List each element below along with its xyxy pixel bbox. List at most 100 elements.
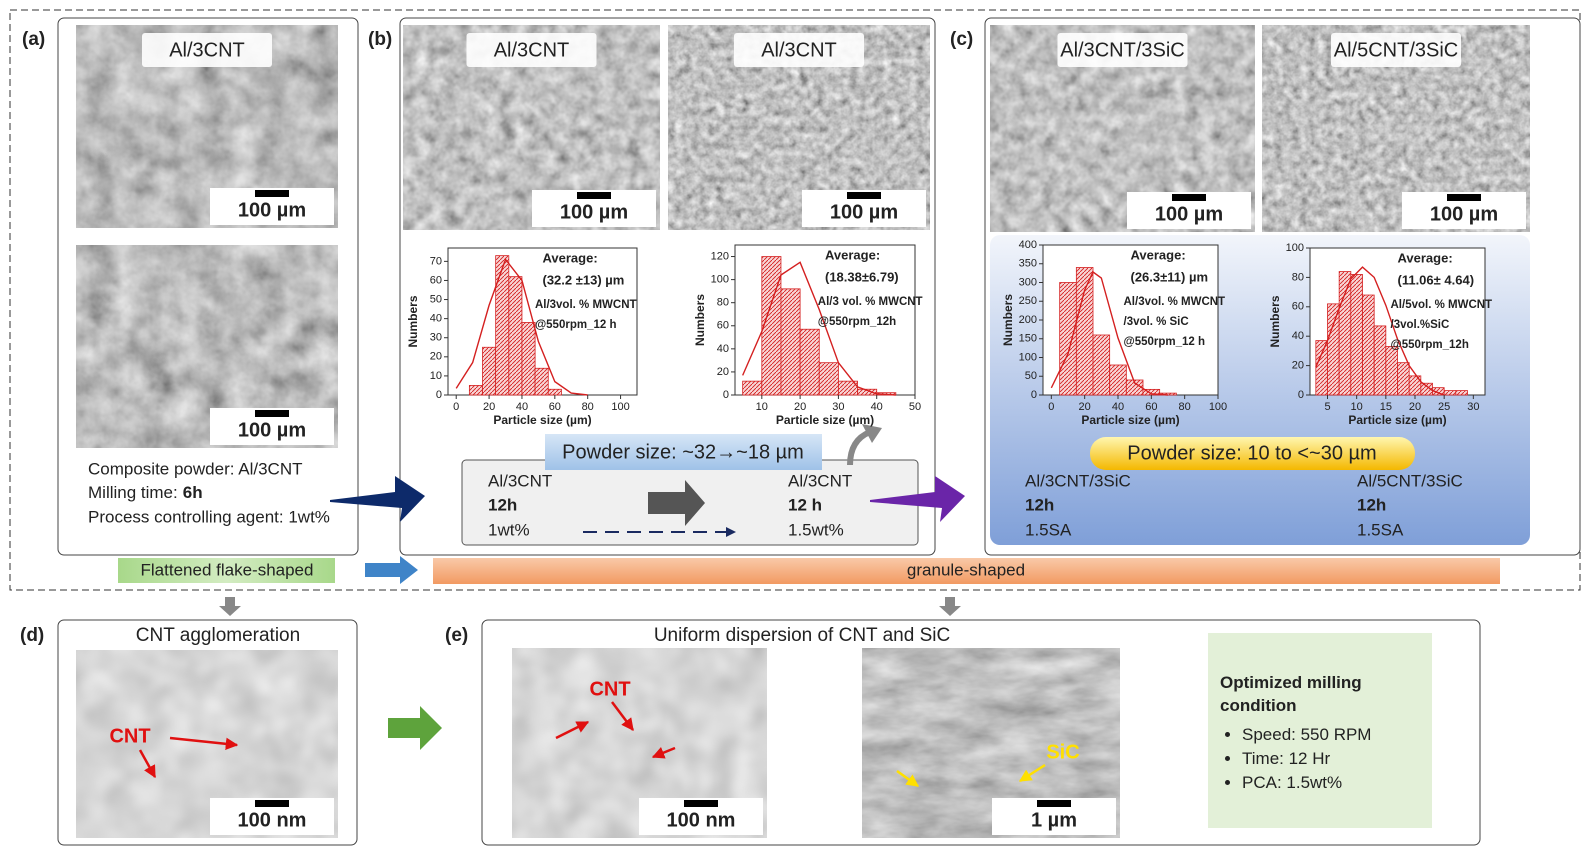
arrow [365,556,418,584]
bar [1397,362,1410,396]
y-tick-label: 80 [1292,271,1304,283]
optimized-list: Speed: 550 RPM Time: 12 Hr PCA: 1.5wt% [1220,723,1420,795]
image-title: Al/3CNT [494,39,570,61]
x-tick-label: 20 [794,401,806,413]
x-axis-label: Particle size (µm) [1348,413,1446,427]
y-axis-label: Numbers [1268,295,1282,347]
panel-title: CNT agglomeration [136,625,300,646]
panel-label: (c) [950,29,973,50]
image-title: Al/3CNT [169,39,245,61]
scale-bar [1037,800,1071,807]
bar [780,288,801,396]
fit-curve [1050,270,1169,396]
y-tick-label: 100 [1019,351,1037,363]
y-tick-label: 60 [717,320,729,332]
conditions: Al/3CNT 12h 1wt% Al/3CNT 12 h 1.5wt% Al/3CNT/3… [488,471,1463,539]
bar [1059,282,1077,396]
arrow [388,706,442,750]
panel-label: (e) [445,625,468,646]
y-tick-label: 30 [430,332,442,344]
panel-label: (a) [22,29,45,50]
y-tick-label: 50 [430,293,442,305]
scale-label: 100 µm [830,201,898,223]
bar [495,255,510,396]
pointer [651,746,676,759]
image-title: Al/3CNT [761,39,837,61]
y-tick-label: 80 [717,297,729,309]
y-axis-label: Numbers [406,295,420,347]
down-arrow [939,597,961,616]
bar [799,328,820,396]
pointer-arrows [138,701,1046,788]
bar [818,362,839,396]
annotation: @550rpm_12 h [1124,336,1206,348]
x-axis-label: Particle size (µm) [776,413,874,427]
condition: Al/3CNT/3SiC [1025,471,1131,490]
fit-curve [1315,266,1445,396]
x-tick-label: 80 [1179,401,1191,413]
image-title-box [142,33,272,67]
x-tick-label: 30 [1467,401,1479,413]
annotation: Average: [1131,247,1186,262]
annotation: Al/3 vol. % MWCNT [818,296,923,308]
condition: 1.5SA [1357,520,1404,539]
milling-time-value: 6h [183,483,203,502]
bar [534,367,549,396]
down-arrow [219,597,241,616]
x-tick-label: 25 [1438,401,1450,413]
x-tick-label: 50 [909,401,921,413]
sem-images: Al/3CNT 100 µm 100 µm Al/3CNT 100 µm Al/3CNT 1… [76,25,1530,838]
image-title: Al/5CNT/3SiC [1334,39,1458,61]
pointer [555,720,590,740]
optimized-title: Optimized milling condition [1220,673,1362,715]
block-arrow [648,480,705,526]
bar [1092,334,1111,396]
morphology-bar [433,558,1500,584]
annotation: (11.06± 4.64) [1398,272,1475,287]
panel-label: (b) [368,29,392,50]
scale-bar [1447,194,1481,201]
scale-label: 100 µm [560,201,628,223]
pca: Process controlling agent: 1wt% [88,507,330,526]
x-tick-label: 0 [1048,401,1054,413]
annotation: @550rpm_12 h [535,319,617,331]
pointer [138,749,157,779]
bar [857,388,878,396]
bar [1443,390,1457,396]
y-tick-label: 400 [1019,239,1037,251]
condition: 12h [1357,495,1386,514]
curved-arrow-head [862,424,882,443]
optimized-item: PCA: 1.5wt% [1242,771,1420,795]
bar [547,388,562,396]
condition: 12h [1025,495,1054,514]
milling-time: Milling time: 6h [88,483,203,502]
x-tick-label: 10 [756,401,768,413]
powder-size: Powder size: ~32→~18 µm [562,441,804,463]
annotation: Average: [825,247,880,262]
morphology-bar [118,558,335,583]
scale-label: 100 µm [1430,203,1498,225]
scale-label: 100 µm [238,199,306,221]
fit-curve [742,261,896,396]
bar [508,276,523,396]
scale-bar [684,800,718,807]
y-tick-label: 350 [1019,258,1037,270]
scale-bar [847,192,881,199]
image-marker: CNT [109,725,150,747]
bar [1455,390,1468,396]
bar [1373,325,1387,396]
scale-bar [255,800,289,807]
scale-label: 1 µm [1031,809,1077,831]
y-tick-label: 300 [1019,276,1037,288]
x-tick-label: 10 [1351,401,1363,413]
annotation: @550rpm_12h [818,316,896,328]
annotation: (18.38±6.79) [825,269,899,284]
y-tick-label: 20 [717,366,729,378]
condition: Al/3CNT [488,471,552,490]
annotation: (26.3±11) µm [1131,269,1209,284]
condition: Al/5CNT/3SiC [1357,471,1463,490]
scale-label: 100 µm [1155,203,1223,225]
condition: 1.5wt% [788,520,844,539]
curved-arrow [847,429,872,466]
